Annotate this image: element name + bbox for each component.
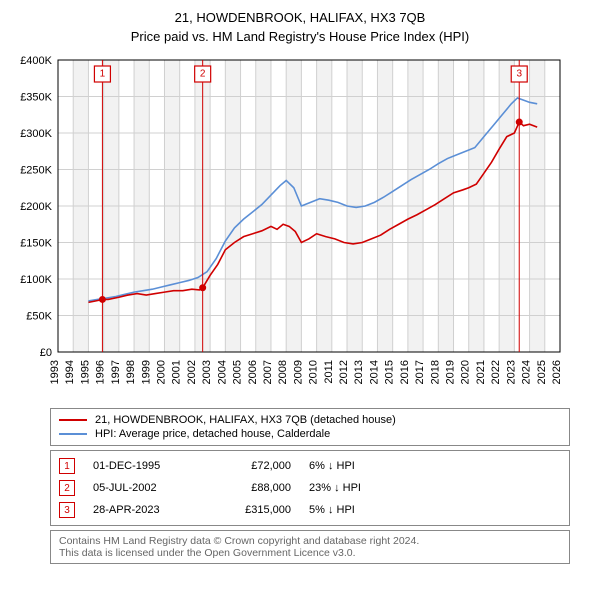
event-marker: 1 [59,458,75,474]
svg-text:2008: 2008 [277,360,289,384]
price-chart: £0 £50K £100K £150K £200K £250K £300K £350K £400… [10,52,570,402]
legend-label: HPI: Average price, detached house, Cald… [95,428,330,440]
svg-text:£300K: £300K [20,128,52,140]
svg-text:2019: 2019 [445,360,457,384]
legend-swatch [59,433,87,435]
svg-text:£250K: £250K [20,165,52,177]
svg-text:2012: 2012 [338,360,350,384]
svg-text:2004: 2004 [216,360,228,384]
event-marker: 2 [59,480,75,496]
event-pct: 6% ↓ HPI [309,460,409,472]
svg-text:£350K: £350K [20,92,52,104]
svg-text:£150K: £150K [20,238,52,250]
svg-text:2013: 2013 [353,360,365,384]
event-marker: 3 [59,502,75,518]
svg-text:2007: 2007 [262,360,274,384]
chart-container: £0 £50K £100K £150K £200K £250K £300K £350K £400… [10,52,590,402]
svg-text:2022: 2022 [490,360,502,384]
svg-text:2014: 2014 [368,360,380,384]
legend-swatch [59,419,87,421]
attribution: Contains HM Land Registry data © Crown c… [50,530,570,564]
event-row: 3 28-APR-2023 £315,000 5% ↓ HPI [59,499,561,521]
svg-text:2001: 2001 [171,360,183,384]
svg-text:2018: 2018 [429,360,441,384]
event-price: £72,000 [211,460,291,472]
svg-text:1999: 1999 [140,360,152,384]
title-line1: 21, HOWDENBROOK, HALIFAX, HX3 7QB [10,10,590,25]
svg-text:2010: 2010 [308,360,320,384]
svg-text:2011: 2011 [323,360,335,384]
svg-text:2003: 2003 [201,360,213,384]
svg-text:2000: 2000 [155,360,167,384]
events-table: 1 01-DEC-1995 £72,000 6% ↓ HPI 2 05-JUL-2002 £… [50,450,570,526]
event-pct: 5% ↓ HPI [309,504,409,516]
svg-text:1995: 1995 [79,360,91,384]
svg-text:2025: 2025 [536,360,548,384]
legend: 21, HOWDENBROOK, HALIFAX, HX3 7QB (detac… [50,408,570,446]
svg-text:1997: 1997 [110,360,122,384]
svg-text:2015: 2015 [384,360,396,384]
svg-text:2021: 2021 [475,360,487,384]
event-row: 1 01-DEC-1995 £72,000 6% ↓ HPI [59,455,561,477]
svg-text:1: 1 [100,69,106,80]
svg-text:2: 2 [200,69,206,80]
svg-text:2016: 2016 [399,360,411,384]
event-date: 05-JUL-2002 [93,482,193,494]
chart-title-block: 21, HOWDENBROOK, HALIFAX, HX3 7QB Price … [10,10,590,44]
svg-text:3: 3 [516,69,522,80]
event-price: £88,000 [211,482,291,494]
event-date: 28-APR-2023 [93,504,193,516]
attribution-line2: This data is licensed under the Open Gov… [59,547,561,559]
svg-text:2002: 2002 [186,360,198,384]
svg-text:£100K: £100K [20,274,52,286]
legend-item: 21, HOWDENBROOK, HALIFAX, HX3 7QB (detac… [59,413,561,427]
svg-text:£50K: £50K [26,311,52,323]
svg-text:2017: 2017 [414,360,426,384]
svg-text:2006: 2006 [247,360,259,384]
svg-text:2026: 2026 [551,360,563,384]
svg-text:£400K: £400K [20,55,52,67]
event-row: 2 05-JUL-2002 £88,000 23% ↓ HPI [59,477,561,499]
event-price: £315,000 [211,504,291,516]
svg-text:2009: 2009 [292,360,304,384]
title-line2: Price paid vs. HM Land Registry's House … [10,29,590,44]
legend-item: HPI: Average price, detached house, Cald… [59,427,561,441]
event-date: 01-DEC-1995 [93,460,193,472]
svg-text:1994: 1994 [64,360,76,384]
legend-label: 21, HOWDENBROOK, HALIFAX, HX3 7QB (detac… [95,414,396,426]
svg-text:£200K: £200K [20,201,52,213]
svg-text:1996: 1996 [95,360,107,384]
svg-text:2024: 2024 [521,360,533,384]
svg-text:1993: 1993 [49,360,61,384]
event-pct: 23% ↓ HPI [309,482,409,494]
attribution-line1: Contains HM Land Registry data © Crown c… [59,535,561,547]
svg-text:1998: 1998 [125,360,137,384]
svg-text:2020: 2020 [460,360,472,384]
svg-text:£0: £0 [40,347,52,359]
svg-text:2005: 2005 [232,360,244,384]
svg-text:2023: 2023 [505,360,517,384]
